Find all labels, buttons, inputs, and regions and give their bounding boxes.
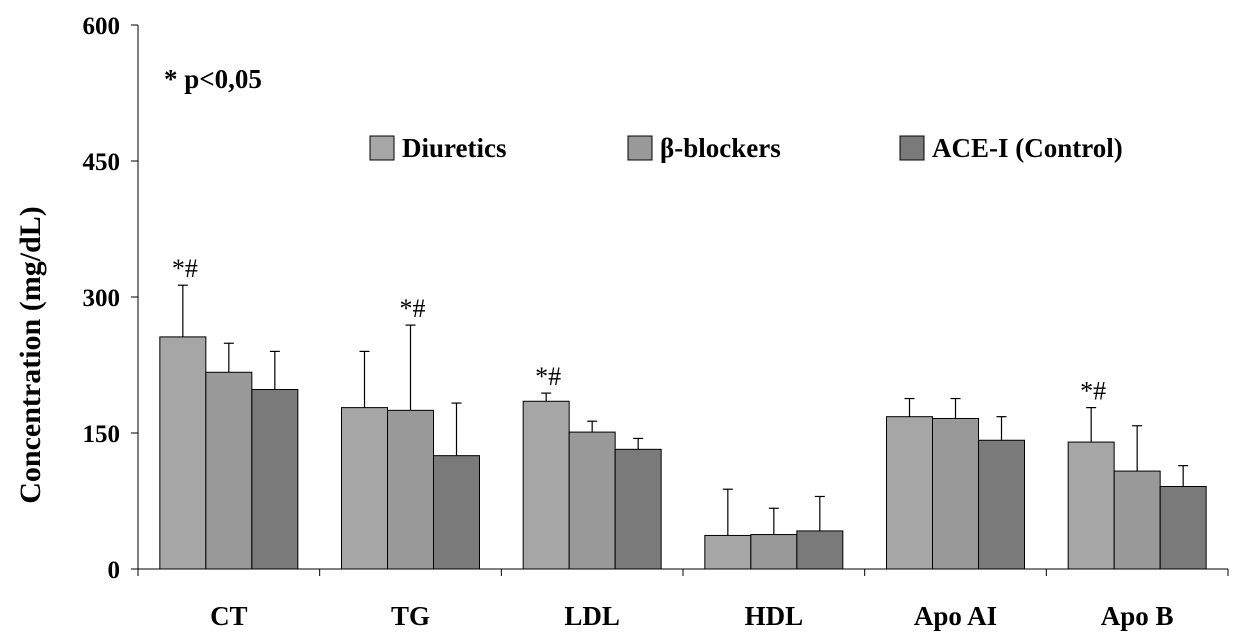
y-tick-label: 300	[83, 285, 121, 312]
significance-note: * p<0,05	[164, 64, 262, 94]
bar	[978, 439, 1025, 570]
category-label: TG	[391, 601, 430, 631]
significance-annotation: *#	[400, 294, 426, 323]
bar	[341, 407, 388, 570]
bar	[251, 388, 299, 570]
bar	[1113, 470, 1161, 570]
y-axis-title: Concentration (mg/dL)	[14, 206, 47, 503]
bar	[159, 336, 207, 570]
legend-swatch	[627, 135, 653, 161]
bars: CT TG LDL HDL Apo AI Apo B *# *# *# *#	[159, 254, 1207, 631]
bar	[614, 448, 662, 570]
category-label: Apo B	[1101, 601, 1174, 631]
bar	[750, 534, 798, 570]
bar	[932, 417, 979, 570]
category-label: CT	[210, 601, 248, 631]
y-tick-label: 600	[83, 13, 121, 40]
bar	[568, 431, 616, 570]
bar	[387, 409, 434, 570]
legend-swatch	[899, 135, 925, 161]
bar	[433, 455, 480, 570]
significance-annotation: *#	[1080, 377, 1106, 406]
significance-annotation: *#	[535, 362, 561, 391]
y-tick-label: 450	[83, 149, 121, 176]
legend-label: β-blockers	[660, 133, 781, 163]
legend-label: Diuretics	[402, 133, 506, 163]
y-tick-label: 150	[83, 421, 121, 448]
axes: 0 150 300 450 600	[83, 13, 1229, 584]
category-label: LDL	[564, 601, 620, 631]
significance-annotation: *#	[172, 254, 198, 283]
bar	[522, 400, 570, 570]
bar	[1067, 441, 1115, 570]
legend-swatch	[369, 135, 395, 161]
legend: Diuretics β-blockers ACE-I (Control)	[369, 133, 1123, 163]
category-label: Apo AI	[914, 601, 997, 631]
bar	[1159, 485, 1207, 570]
bar	[205, 371, 253, 570]
y-tick-label: 0	[108, 557, 121, 584]
bar	[704, 534, 752, 570]
category-label: HDL	[745, 601, 804, 631]
legend-label: ACE-I (Control)	[932, 133, 1123, 163]
bar	[796, 530, 844, 570]
bar	[886, 416, 933, 570]
